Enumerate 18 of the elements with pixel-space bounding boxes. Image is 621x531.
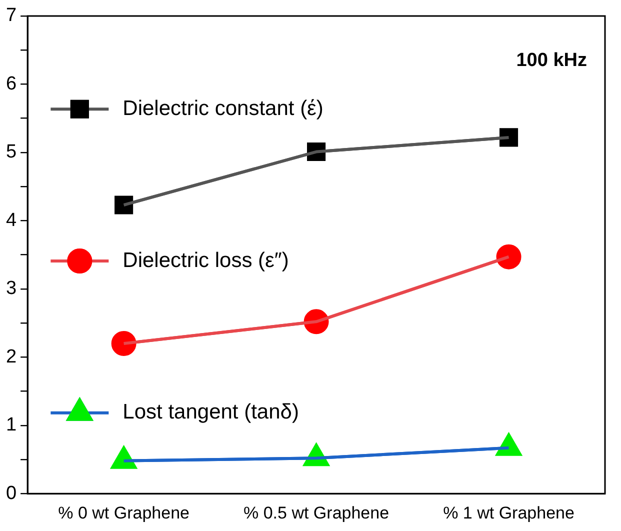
y-tick-label: 6 (6, 73, 17, 94)
y-tick-label: 7 (6, 5, 17, 26)
legend-label: Dielectric constant (έ) (122, 96, 324, 120)
point (114, 196, 134, 214)
point (496, 244, 522, 270)
y-tick-label: 3 (6, 278, 17, 300)
x-tick-label: % 0.5 wt Graphene (244, 503, 390, 522)
point (499, 128, 518, 147)
x-tick-label: % 1 wt Graphene (443, 503, 574, 522)
y-tick-label: 4 (6, 210, 17, 231)
x-tick-label: % 0 wt Graphene (58, 503, 190, 522)
y-tick-label: 0 (6, 482, 17, 504)
y-tick-label: 2 (6, 346, 17, 368)
legend-label: Dielectric loss (ε″) (122, 248, 289, 272)
legend-label: Lost tangent (tanδ) (122, 400, 299, 424)
annotation: 100 kHz (516, 50, 587, 72)
y-tick-label: 5 (6, 142, 17, 163)
y-tick-label: 1 (6, 414, 17, 436)
